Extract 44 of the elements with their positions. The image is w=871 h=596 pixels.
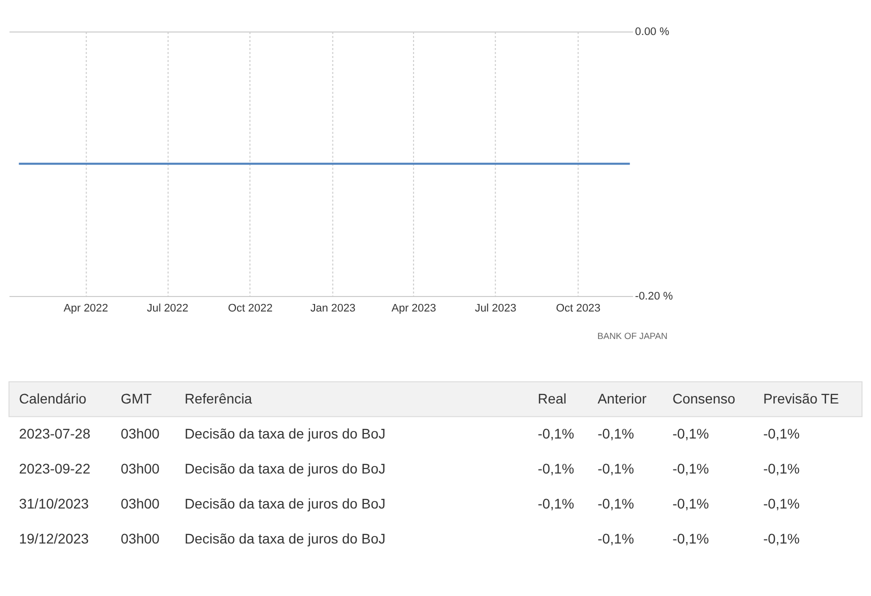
text: -0,1% — [763, 495, 800, 512]
text: 2023-07-28 — [18, 426, 91, 442]
x-tick-label: Jul 2023 — [474, 302, 516, 314]
text: 19/12/2023 — [18, 530, 90, 546]
text: Referência — [184, 390, 252, 407]
text: Anterior — [598, 390, 647, 407]
text: -0,1% — [538, 460, 574, 477]
text: Real — [538, 390, 566, 407]
text: -0,1% — [672, 530, 709, 546]
text: BANK OF JAPAN — [597, 330, 668, 341]
x-tick-label: Apr 2023 — [392, 302, 436, 314]
text: 03h00 — [120, 460, 160, 477]
x-tick-label: Oct 2023 — [556, 302, 600, 314]
text: -0,1% — [598, 426, 634, 442]
text: 03h00 — [120, 530, 160, 546]
text: -0,1% — [763, 426, 800, 442]
text: 2023-09-22 — [18, 460, 91, 477]
text: Decisão da taxa de juros do BoJ — [184, 460, 386, 477]
text: 03h00 — [120, 426, 160, 442]
x-tick-label: Jul 2022 — [146, 302, 188, 314]
text: -0,1% — [672, 426, 709, 442]
x-tick-label: Oct 2022 — [228, 302, 273, 314]
text: -0,1% — [598, 460, 634, 477]
x-tick-label: Apr 2022 — [64, 302, 108, 314]
text: Calendário — [18, 390, 87, 407]
text: Decisão da taxa de juros do BoJ — [184, 530, 386, 546]
text: -0,1% — [538, 426, 574, 442]
text: Decisão da taxa de juros do BoJ — [184, 495, 386, 512]
text: -0,1% — [763, 460, 800, 477]
text: Previsão TE — [763, 390, 839, 407]
text: -0,1% — [672, 495, 709, 512]
text: Decisão da taxa de juros do BoJ — [184, 426, 386, 442]
text: GMT — [120, 390, 152, 407]
y-tick-label: -0.20 % — [635, 290, 674, 302]
text: -0,1% — [598, 530, 634, 546]
text: -0,1% — [672, 460, 709, 477]
text: -0,1% — [763, 530, 800, 546]
text: 31/10/2023 — [18, 495, 90, 512]
x-tick-label: Jan 2023 — [310, 302, 356, 314]
y-tick-label: 0.00 % — [635, 26, 670, 38]
text: -0,1% — [598, 495, 634, 512]
text: 03h00 — [120, 495, 160, 512]
text: Consenso — [672, 390, 736, 407]
text: -0,1% — [538, 495, 574, 512]
